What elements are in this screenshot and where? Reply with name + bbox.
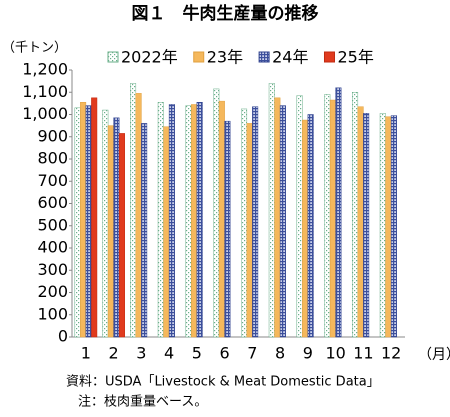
bar — [390, 115, 397, 338]
bar — [279, 105, 286, 338]
bar — [168, 104, 175, 338]
x-tick-label: 10 — [325, 344, 345, 363]
y-tick-label: 1,200 — [22, 60, 68, 79]
y-tick-label: 600 — [37, 193, 68, 212]
bar — [246, 123, 253, 338]
bar — [74, 107, 81, 338]
bar — [196, 102, 203, 338]
bar — [130, 83, 137, 338]
y-tick-label: 200 — [37, 282, 68, 301]
bar — [329, 99, 336, 338]
bar — [224, 120, 231, 338]
x-tick-label: 12 — [381, 344, 401, 363]
note: 注：枝肉重量ベース。 — [78, 394, 207, 410]
bar — [185, 105, 192, 338]
bar — [274, 97, 281, 338]
y-tick-label: 400 — [37, 238, 68, 257]
x-tick-label: 5 — [192, 344, 202, 363]
bar — [324, 94, 331, 338]
bar — [102, 109, 109, 338]
bar — [352, 92, 359, 338]
source: 資料：USDA「Livestock & Meat Domestic Data」 — [66, 375, 380, 390]
bar — [363, 113, 370, 338]
x-tick-label: 9 — [303, 344, 313, 363]
y-tick-label: 800 — [37, 149, 68, 168]
y-tick-label: 0 — [58, 327, 68, 346]
x-tick-label: 8 — [275, 344, 285, 363]
x-tick-label: 1 — [81, 344, 91, 363]
legend-swatch — [193, 51, 205, 63]
bar — [335, 87, 342, 338]
legend-label: 24年 — [272, 48, 308, 67]
x-tick-label: 7 — [247, 344, 257, 363]
bar — [163, 126, 170, 338]
legend-swatch — [323, 51, 335, 63]
x-tick-label: 4 — [164, 344, 174, 363]
bar — [218, 100, 225, 338]
y-tick-label: 1,100 — [22, 82, 68, 101]
bar — [307, 114, 314, 338]
x-tick-label: 11 — [353, 344, 373, 363]
bar — [118, 133, 125, 338]
y-tick-label: 300 — [37, 260, 68, 279]
bar — [357, 106, 364, 338]
y-tick-label: 100 — [37, 304, 68, 323]
bar — [141, 123, 148, 338]
bar — [241, 108, 248, 338]
x-tick-label: 2 — [109, 344, 119, 363]
bar — [135, 93, 142, 338]
bar — [191, 104, 198, 338]
y-axis-label: （千トン） — [2, 41, 67, 56]
bar — [385, 116, 392, 338]
x-tick-label: 3 — [136, 344, 146, 363]
legend-label: 2022年 — [121, 48, 178, 67]
bar — [379, 113, 386, 338]
bar — [91, 97, 98, 338]
y-tick-label: 500 — [37, 215, 68, 234]
bar — [268, 83, 275, 338]
y-tick-label: 900 — [37, 126, 68, 145]
bar — [80, 102, 87, 338]
y-tick-label: 1,000 — [22, 104, 68, 123]
y-tick-label: 700 — [37, 171, 68, 190]
bar — [113, 117, 120, 338]
bar — [296, 95, 303, 338]
legend-swatch — [258, 51, 270, 63]
bar — [252, 106, 259, 338]
legend-swatch — [107, 51, 119, 63]
chart-title: 図１ 牛肉生産量の推移 — [132, 3, 319, 24]
bar — [302, 119, 309, 338]
legend-label: 25年 — [337, 48, 373, 67]
x-axis-label: （月） — [418, 347, 450, 363]
bar — [157, 102, 164, 338]
bar — [213, 88, 220, 338]
bar — [85, 105, 92, 338]
x-tick-label: 6 — [220, 344, 230, 363]
bar — [107, 125, 114, 338]
legend-label: 23年 — [207, 48, 243, 67]
